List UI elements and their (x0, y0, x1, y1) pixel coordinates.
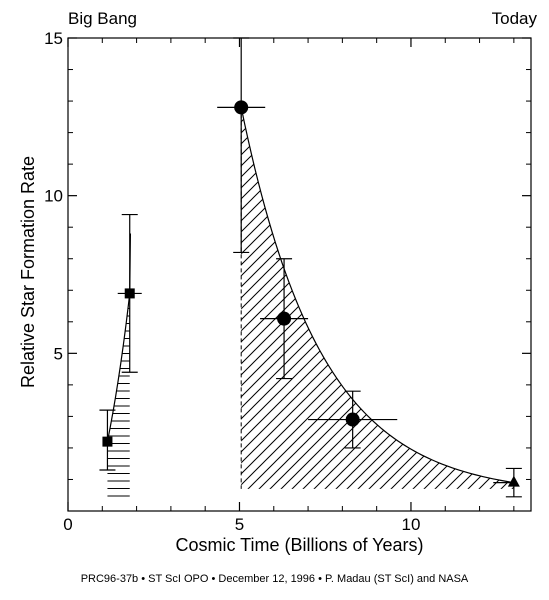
y-tick-label: 10 (44, 187, 63, 206)
big-bang-label: Big Bang (68, 9, 137, 28)
image-credit: PRC96-37b • ST ScI OPO • December 12, 19… (80, 573, 469, 585)
square-marker (124, 288, 135, 299)
square-marker (102, 436, 113, 447)
x-axis-label: Cosmic Time (Billions of Years) (175, 535, 424, 555)
triangle-marker (507, 475, 520, 487)
x-tick-label: 10 (402, 515, 421, 534)
y-tick-label: 15 (44, 29, 63, 48)
y-axis-label: Relative Star Formation Rate (18, 155, 38, 389)
y-tick-label: 5 (54, 344, 63, 363)
decay-curve (240, 107, 514, 484)
x-tick-label: 5 (235, 515, 244, 534)
early-hatched-region (107, 233, 130, 502)
today-label: Today (491, 9, 537, 28)
circle-marker (234, 100, 249, 115)
x-tick-label: 0 (63, 515, 72, 534)
late-hatched-region (241, 107, 514, 489)
circle-marker (277, 311, 292, 326)
circle-marker (345, 412, 360, 427)
plot-frame (67, 37, 532, 512)
early-curve (106, 233, 132, 442)
